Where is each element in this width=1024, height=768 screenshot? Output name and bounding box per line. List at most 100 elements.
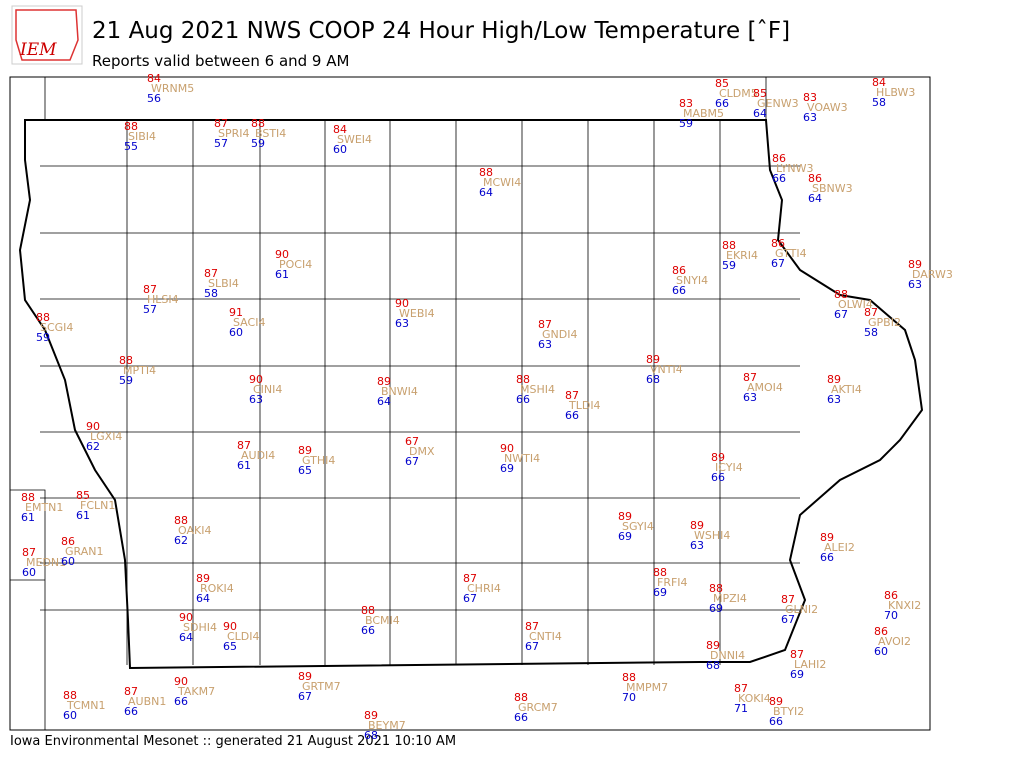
station-id: TAKM7	[177, 685, 215, 698]
station-low: 66	[672, 284, 686, 297]
station-low: 60	[22, 566, 36, 579]
station-high: 88	[63, 689, 77, 702]
station-high: 90	[275, 248, 289, 261]
station-high: 88	[622, 671, 636, 684]
station-low: 64	[179, 631, 193, 644]
station-id: SWEI4	[337, 133, 372, 146]
station-high: 89	[298, 670, 312, 683]
station-id: WRNM5	[151, 82, 194, 95]
station-high: 88	[174, 514, 188, 527]
station-high: 89	[364, 709, 378, 722]
station-high: 89	[690, 519, 704, 532]
station-low: 70	[884, 609, 898, 622]
station-id: GTHI4	[302, 454, 335, 467]
station-id: NWTI4	[504, 452, 540, 465]
station-id: SDHI4	[183, 621, 217, 634]
station-low: 65	[298, 464, 312, 477]
station-low: 69	[653, 586, 667, 599]
station-low: 63	[249, 393, 263, 406]
station-high: 89	[377, 375, 391, 388]
station-low: 63	[803, 111, 817, 124]
station-low: 69	[618, 530, 632, 543]
station-id: AMOI4	[747, 381, 783, 394]
station-high: 88	[36, 311, 50, 324]
station-id: CHRI4	[467, 582, 501, 595]
station-id: SNYI4	[676, 274, 708, 287]
station-high: 87	[565, 389, 579, 402]
station-high: 89	[298, 444, 312, 457]
station-id: ICYI4	[715, 461, 743, 474]
station-high: 86	[808, 172, 822, 185]
station-id: AUBN1	[128, 695, 166, 708]
station-low: 63	[538, 338, 552, 351]
station-high: 89	[618, 510, 632, 523]
title: 21 Aug 2021 NWS COOP 24 Hour High/Low Te…	[92, 18, 790, 44]
station-high: 87	[864, 306, 878, 319]
station-low: 59	[36, 331, 50, 344]
station-low: 55	[124, 140, 138, 153]
station-low: 66	[516, 393, 530, 406]
station-low: 58	[204, 287, 218, 300]
station-high: 88	[361, 604, 375, 617]
station-low: 64	[377, 395, 391, 408]
station-high: 88	[251, 117, 265, 130]
station-high: 87	[124, 685, 138, 698]
station-high: 87	[237, 439, 251, 452]
station-id: BTYI2	[773, 705, 804, 718]
station-high: 90	[500, 442, 514, 455]
station-low: 60	[229, 326, 243, 339]
station-low: 66	[514, 711, 528, 724]
station-high: 87	[214, 117, 228, 130]
station-id: ALEI2	[824, 541, 855, 554]
station-low: 64	[196, 592, 210, 605]
station-high: 90	[86, 420, 100, 433]
station-low: 67	[781, 613, 795, 626]
station-id: OLWI4	[838, 298, 873, 311]
station-high: 88	[709, 582, 723, 595]
station-id: OAKI4	[178, 524, 211, 537]
station-high: 90	[395, 297, 409, 310]
station-id: BCMI4	[365, 614, 400, 627]
station-id: BNWI4	[381, 385, 418, 398]
station-low: 59	[722, 259, 736, 272]
station-high: 87	[743, 371, 757, 384]
station-id: SLBI4	[208, 277, 239, 290]
station-id: SBNW3	[812, 182, 853, 195]
station-high: 87	[781, 593, 795, 606]
station-id: LGXI4	[90, 430, 122, 443]
station-high: 88	[21, 491, 35, 504]
station-low: 61	[76, 509, 90, 522]
station-id: MPZI4	[713, 592, 747, 605]
station-high: 86	[771, 237, 785, 250]
station-low: 69	[709, 602, 723, 615]
station-low: 66	[124, 705, 138, 718]
station-low: 68	[364, 729, 378, 742]
station-id: BSTI4	[255, 127, 286, 140]
station-high: 84	[333, 123, 347, 136]
station-low: 66	[769, 715, 783, 728]
station-high: 88	[834, 288, 848, 301]
station-id: GENW3	[757, 97, 799, 110]
station-high: 67	[405, 435, 419, 448]
station-id: WEBI4	[399, 307, 435, 320]
station-low: 60	[63, 709, 77, 722]
station-high: 86	[772, 152, 786, 165]
station-low: 63	[395, 317, 409, 330]
station-low: 64	[479, 186, 493, 199]
station-id: MABM5	[683, 107, 724, 120]
station-high: 89	[711, 451, 725, 464]
station-id: LYNW3	[776, 162, 814, 175]
station-high: 88	[479, 166, 493, 179]
station-high: 87	[463, 572, 477, 585]
county-lines	[40, 120, 800, 665]
station-low: 67	[771, 257, 785, 270]
station-id: SGYI4	[622, 520, 654, 533]
station-id: SACI4	[233, 316, 265, 329]
station-id: SCGI4	[40, 321, 73, 334]
station-low: 62	[86, 440, 100, 453]
station-low: 63	[827, 393, 841, 406]
station-high: 89	[820, 531, 834, 544]
station-low: 65	[223, 640, 237, 653]
station-low: 60	[333, 143, 347, 156]
station-high: 88	[722, 239, 736, 252]
